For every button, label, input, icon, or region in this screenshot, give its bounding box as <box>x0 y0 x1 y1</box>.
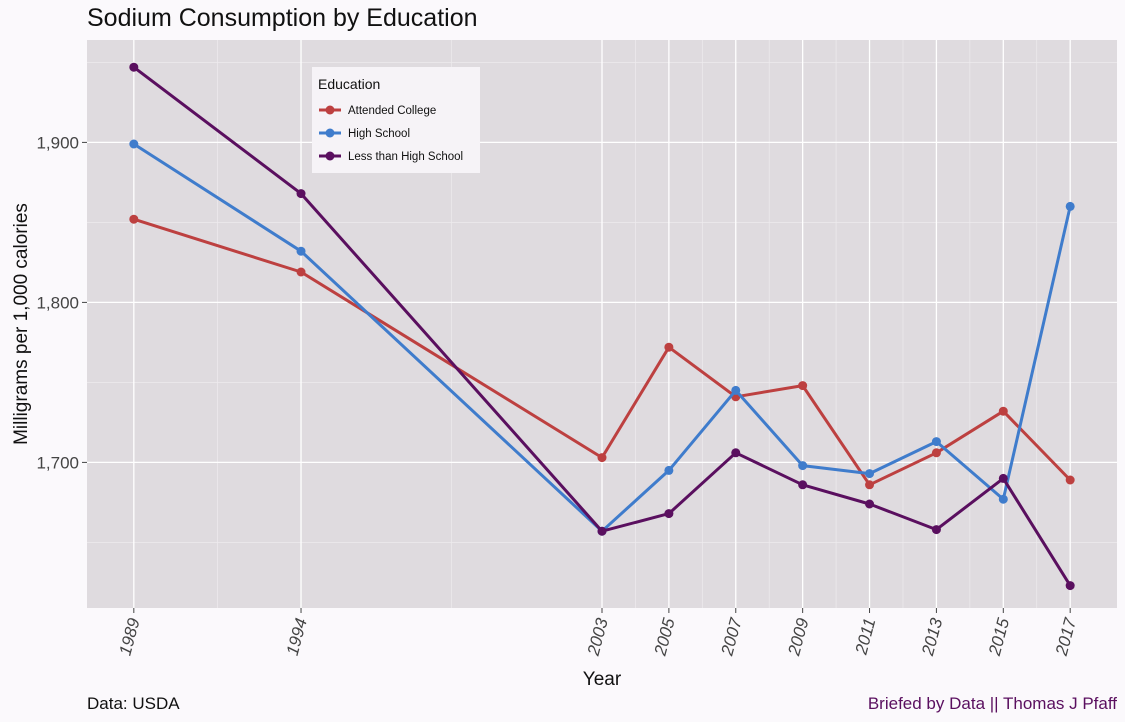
series-line-high-school <box>133 142 1072 533</box>
data-point-less-than-high-school <box>998 473 1008 483</box>
x-tick-label: 1989 <box>116 616 144 658</box>
data-point-attended-college <box>931 448 941 458</box>
x-tick-label: 2017 <box>1052 616 1081 659</box>
y-tick-label: 1,800 <box>36 293 79 312</box>
data-point-high-school <box>865 469 875 479</box>
chart-title: Sodium Consumption by Education <box>87 4 478 32</box>
data-point-less-than-high-school <box>1065 581 1075 591</box>
data-point-attended-college <box>998 406 1008 416</box>
legend-label: High School <box>348 128 410 140</box>
y-tick-label: 1,900 <box>36 133 79 152</box>
data-point-high-school <box>998 494 1008 504</box>
data-point-less-than-high-school <box>597 526 607 536</box>
x-axis-title: Year <box>583 669 622 690</box>
legend-key-point <box>325 151 335 161</box>
y-tick-label: 1,700 <box>36 453 79 472</box>
data-point-attended-college <box>129 214 139 224</box>
x-tick-label: 2013 <box>918 616 947 659</box>
x-tick-label: 2009 <box>784 616 813 659</box>
data-point-attended-college <box>296 267 306 277</box>
data-point-high-school <box>296 246 306 256</box>
credit-note: Briefed by Data || Thomas J Pfaff <box>867 694 1117 713</box>
data-point-attended-college <box>1065 475 1075 485</box>
data-point-high-school <box>664 465 674 475</box>
x-tick-label: 2015 <box>985 616 1014 659</box>
data-point-attended-college <box>597 453 607 463</box>
data-point-high-school <box>931 437 941 447</box>
data-point-less-than-high-school <box>731 448 741 458</box>
legend-label: Attended College <box>348 105 436 117</box>
data-point-less-than-high-school <box>931 525 941 535</box>
data-point-attended-college <box>664 342 674 352</box>
data-point-less-than-high-school <box>664 509 674 519</box>
series-line-less-than-high-school <box>132 66 1072 587</box>
data-point-less-than-high-school <box>296 189 306 199</box>
legend-label: Less than High School <box>348 151 463 163</box>
data-point-high-school <box>731 385 741 395</box>
y-axis-title: Milligrams per 1,000 calories <box>11 203 32 445</box>
data-point-attended-college <box>865 480 875 490</box>
data-point-attended-college <box>798 381 808 391</box>
legend-key-point <box>325 128 335 138</box>
legend-key-point <box>325 105 335 115</box>
series-line-attended-college <box>133 217 1072 487</box>
data-source-note: Data: USDA <box>87 694 180 713</box>
data-point-high-school <box>798 461 808 471</box>
x-tick-label: 1994 <box>283 616 311 657</box>
data-point-high-school <box>129 139 139 149</box>
legend-title: Education <box>318 76 380 92</box>
x-tick-label: 2003 <box>583 616 612 659</box>
data-point-high-school <box>1065 201 1075 211</box>
data-point-less-than-high-school <box>798 480 808 490</box>
x-tick-label: 2007 <box>717 616 746 659</box>
data-point-less-than-high-school <box>865 499 875 509</box>
data-point-less-than-high-school <box>129 62 139 72</box>
x-tick-label: 2011 <box>851 616 879 657</box>
x-tick-label: 2005 <box>650 616 679 659</box>
